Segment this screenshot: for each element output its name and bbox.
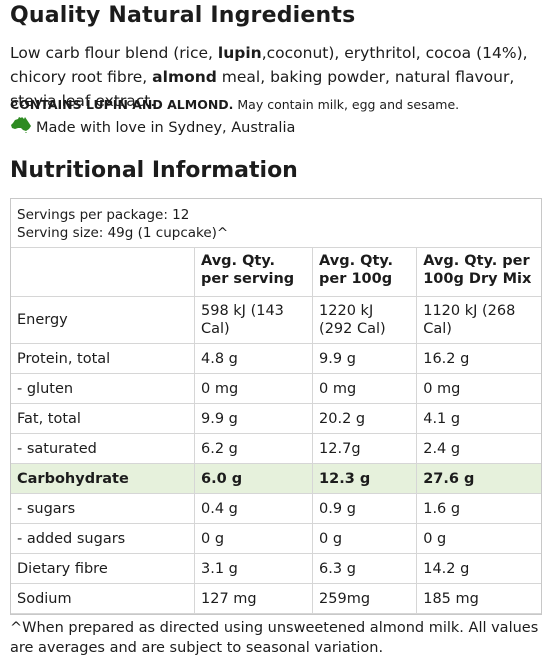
table-row-added-sugars: - added sugars 0 g 0 g 0 g [11,523,541,554]
value-per-serving: 0 mg [193,373,314,404]
value-per-100g-dry-mix: 0 g [416,523,541,554]
australia-map-icon [10,116,36,139]
ingredients-title: Quality Natural Ingredients [10,3,356,28]
nutrition-title: Nutritional Information [10,158,298,183]
table-row-fat: Fat, total 9.9 g 20.2 g 4.1 g [11,403,541,434]
ingredient-allergen-lupin: lupin [217,44,262,62]
servings-per-package: Servings per package: 12 [17,207,190,223]
value-per-serving: 6.2 g [193,433,314,464]
value-per-100g-dry-mix: 185 mg [416,583,541,614]
value-per-100g: 6.3 g [312,553,418,584]
value-per-serving: 0 g [193,523,314,554]
table-row-energy: Energy 598 kJ (143 Cal) 1220 kJ (292 Cal… [11,296,541,344]
value-per-100g: 12.3 g [312,463,418,494]
value-per-serving: 0.4 g [193,493,314,524]
header-per-100g: Avg. Qty. per 100g [312,247,418,297]
value-per-100g-dry-mix: 16.2 g [416,343,541,374]
value-per-serving: 4.8 g [193,343,314,374]
allergen-contains: CONTAINS LUPIN AND ALMOND. [10,97,234,112]
value-per-100g: 0 mg [312,373,418,404]
serving-info: Servings per package: 12 Serving size: 4… [17,206,228,242]
nutrient-name: - saturated [11,433,195,464]
ingredients-list: Low carb flour blend (rice, lupin,coconu… [10,41,546,113]
value-per-100g-dry-mix: 14.2 g [416,553,541,584]
value-per-serving: 598 kJ (143 Cal) [193,296,314,344]
origin-text: Made with love in Sydney, Australia [36,119,296,136]
table-header-row: Avg. Qty. per serving Avg. Qty. per 100g… [11,247,541,297]
ingredient-allergen-almond: almond [152,68,217,86]
serving-size: Serving size: 49g (1 cupcake)^ [17,225,229,241]
allergen-may-contain: May contain milk, egg and sesame. [233,97,460,112]
header-per-100g-dry-mix: Avg. Qty. per 100g Dry Mix [416,247,541,297]
nutrient-name: Dietary fibre [11,553,195,584]
value-per-100g: 12.7g [312,433,418,464]
value-per-100g-dry-mix: 0 mg [416,373,541,404]
allergen-statement: CONTAINS LUPIN AND ALMOND. May contain m… [10,97,459,113]
table-row-fibre: Dietary fibre 3.1 g 6.3 g 14.2 g [11,553,541,584]
table-row-protein: Protein, total 4.8 g 9.9 g 16.2 g [11,343,541,374]
value-per-100g-dry-mix: 27.6 g [416,463,541,494]
origin-line: Made with love in Sydney, Australia [10,116,295,139]
nutrient-name: - sugars [11,493,195,524]
nutrient-name: Carbohydrate [11,463,195,494]
value-per-100g: 259mg [312,583,418,614]
value-per-serving: 3.1 g [193,553,314,584]
value-per-100g-dry-mix: 4.1 g [416,403,541,434]
value-per-100g: 0.9 g [312,493,418,524]
value-per-100g-dry-mix: 1.6 g [416,493,541,524]
nutrient-name: - gluten [11,373,195,404]
nutrient-name: Energy [11,296,195,344]
header-per-serving: Avg. Qty. per serving [193,247,314,297]
nutrition-footnote: ^When prepared as directed using unsweet… [10,620,539,656]
value-per-serving: 6.0 g [193,463,314,494]
ingredients-text: Low carb flour blend (rice, [10,44,218,62]
value-per-100g: 1220 kJ (292 Cal) [312,296,418,344]
table-row-sodium: Sodium 127 mg 259mg 185 mg [11,583,541,614]
table-row-carbohydrate: Carbohydrate 6.0 g 12.3 g 27.6 g [11,463,541,494]
value-per-serving: 9.9 g [193,403,314,434]
ingredients-text: meal, baking powder, natural flavour, st… [10,68,515,110]
nutrient-name: Protein, total [11,343,195,374]
table-row-gluten: - gluten 0 mg 0 mg 0 mg [11,373,541,404]
header-nutrient [11,247,195,297]
table-row-sugars: - sugars 0.4 g 0.9 g 1.6 g [11,493,541,524]
nutrient-name: - added sugars [11,523,195,554]
value-per-100g-dry-mix: 1120 kJ (268 Cal) [416,296,541,344]
value-per-serving: 127 mg [193,583,314,614]
value-per-100g-dry-mix: 2.4 g [416,433,541,464]
nutrient-name: Sodium [11,583,195,614]
ingredients-text: ,coconut), erythritol, cocoa (14%), chic… [10,44,528,86]
nutrition-panel: Servings per package: 12 Serving size: 4… [10,198,542,615]
value-per-100g: 0 g [312,523,418,554]
value-per-100g: 9.9 g [312,343,418,374]
value-per-100g: 20.2 g [312,403,418,434]
table-row-saturated: - saturated 6.2 g 12.7g 2.4 g [11,433,541,464]
nutrient-name: Fat, total [11,403,195,434]
nutrition-table: Avg. Qty. per serving Avg. Qty. per 100g… [11,247,541,614]
